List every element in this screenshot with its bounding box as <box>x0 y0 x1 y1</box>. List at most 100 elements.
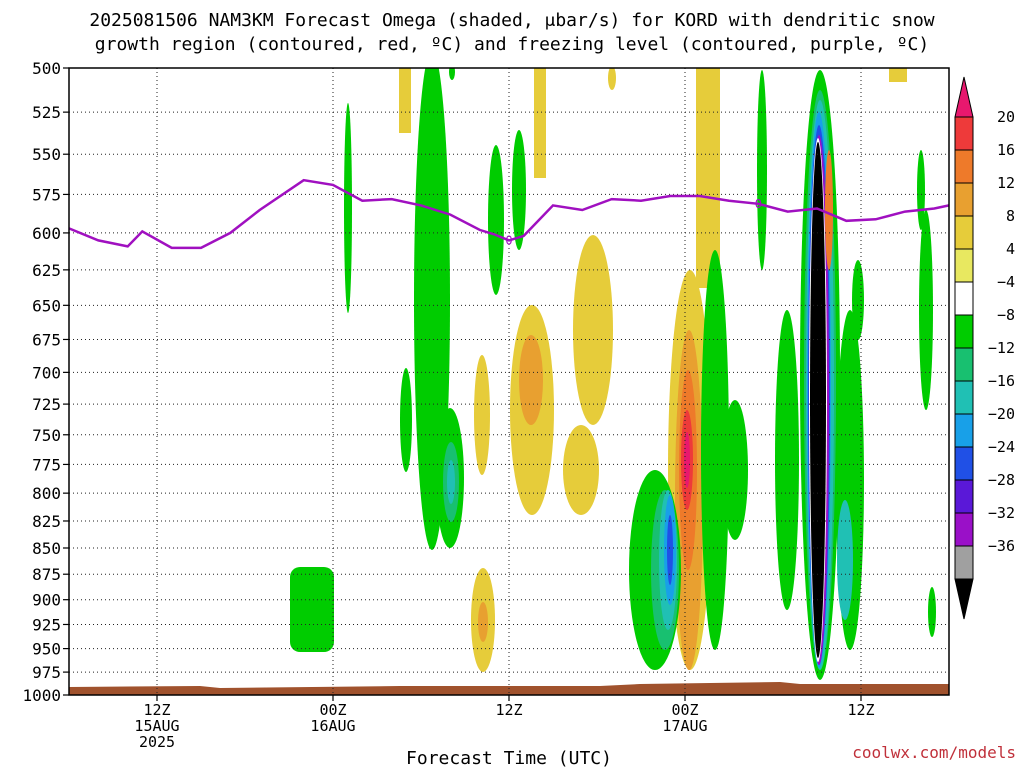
omega-region-c6 <box>488 145 504 295</box>
freezing-level-label: 0 <box>505 233 512 247</box>
colorbar-label: 20 <box>997 108 1015 126</box>
omega-region-d14 <box>837 500 853 620</box>
colorbar-swatch <box>954 248 974 283</box>
colorbar-swatch <box>954 215 974 250</box>
colorbar-swatch <box>954 314 974 349</box>
credit-text: coolwx.com/models <box>852 743 1016 762</box>
omega-region-c18 <box>919 210 933 410</box>
freezing-level-line <box>68 178 950 250</box>
omega-region-d6 <box>667 515 673 585</box>
colorbar-label: −16 <box>988 372 1015 390</box>
omega-region-c8 <box>449 68 455 80</box>
colorbar-swatch <box>954 281 974 316</box>
omega-region-c19 <box>928 587 936 637</box>
colorbar-label: 4 <box>1006 240 1015 258</box>
x-tick-label: 15AUG <box>134 717 179 735</box>
colorbar-swatch <box>954 347 974 382</box>
omega-region-a6 <box>573 235 613 425</box>
omega-region-c7 <box>512 130 526 250</box>
omega-region-b2 <box>478 602 488 642</box>
omega-region-c16 <box>852 260 864 340</box>
omega-region-c1 <box>290 567 334 652</box>
colorbar-label: −12 <box>988 339 1015 357</box>
x-tick-label: 12Z <box>143 701 170 719</box>
omega-region-a4 <box>889 68 907 82</box>
y-tick-label: 625 <box>32 261 61 280</box>
colorbar-label: −28 <box>988 471 1015 489</box>
colorbar-label: −24 <box>988 438 1015 456</box>
y-axis: 500 525 550 575 600 625 650 675 700 725 750 775 800 8… <box>22 59 69 705</box>
colorbar-swatch <box>954 479 974 514</box>
chart-title-line2: growth region (contoured, red, ºC) and f… <box>95 34 929 55</box>
y-tick-label: 550 <box>32 145 61 164</box>
chart-title-line1: 2025081506 NAM3KM Forecast Omega (shaded… <box>89 10 934 31</box>
colorbar: 20 16 12 8 4 −4 −8 −12 −16 −20 −24 −28 −32 −36 <box>954 76 1015 620</box>
omega-region-a11 <box>608 68 616 90</box>
omega-shading <box>290 68 936 680</box>
colorbar-label: 16 <box>997 141 1015 159</box>
omega-region-b6 <box>684 432 690 488</box>
y-tick-label: 750 <box>32 426 61 445</box>
omega-region-a1 <box>399 68 411 133</box>
colorbar-swatch <box>954 149 974 184</box>
y-tick-label: 800 <box>32 484 61 503</box>
colorbar-label: −8 <box>997 306 1015 324</box>
x-tick-label: 12Z <box>847 701 874 719</box>
colorbar-swatch <box>954 182 974 217</box>
y-tick-label: 575 <box>32 185 61 204</box>
omega-region-c13 <box>775 310 799 610</box>
y-tick-label: 650 <box>32 296 61 315</box>
colorbar-label: −36 <box>988 537 1015 555</box>
y-tick-label: 900 <box>32 591 61 610</box>
colorbar-label: −20 <box>988 405 1015 423</box>
colorbar-swatch <box>954 545 974 580</box>
colorbar-label: 8 <box>1006 207 1015 225</box>
y-tick-label: 850 <box>32 539 61 558</box>
omega-region-c10 <box>701 250 729 650</box>
x-tick-label: 00Z <box>671 701 698 719</box>
omega-region-c3 <box>400 368 412 472</box>
colorbar-label: −32 <box>988 504 1015 522</box>
omega-region-d2 <box>447 460 455 504</box>
omega-region-b1 <box>519 335 543 425</box>
x-tick-label: 16AUG <box>310 717 355 735</box>
x-tick-label: 12Z <box>495 701 522 719</box>
omega-region-c12 <box>757 70 767 270</box>
colorbar-swatch <box>954 413 974 448</box>
y-tick-label: 825 <box>32 512 61 531</box>
freezing-level-label: 0 <box>755 197 762 211</box>
omega-region-c2 <box>344 103 352 313</box>
omega-region-a9 <box>474 355 490 475</box>
y-tick-label: 725 <box>32 395 61 414</box>
omega-region-d15 <box>825 150 833 270</box>
x-tick-label: 17AUG <box>662 717 707 735</box>
y-tick-label: 500 <box>32 59 61 78</box>
y-tick-label: 925 <box>32 615 61 634</box>
colorbar-label: 12 <box>997 174 1015 192</box>
y-tick-label: 975 <box>32 663 61 682</box>
omega-region-c11 <box>722 400 748 540</box>
colorbar-arrow-bottom <box>954 578 974 620</box>
omega-region-d13 <box>810 142 826 658</box>
colorbar-swatch <box>954 512 974 547</box>
colorbar-arrow-top <box>954 76 974 118</box>
colorbar-swatch <box>954 446 974 481</box>
y-tick-label: 950 <box>32 640 61 659</box>
x-tick-label: 2025 <box>139 733 175 751</box>
y-tick-label: 525 <box>32 103 61 122</box>
colorbar-swatch <box>954 380 974 415</box>
y-tick-label: 875 <box>32 565 61 584</box>
y-tick-label: 675 <box>32 330 61 349</box>
y-tick-label: 700 <box>32 363 61 382</box>
colorbar-swatch <box>954 116 974 151</box>
x-tick-label: 00Z <box>319 701 346 719</box>
colorbar-label: −4 <box>997 273 1015 291</box>
grid-lines <box>69 68 949 695</box>
omega-region-a2 <box>534 68 546 178</box>
y-tick-label: 775 <box>32 455 61 474</box>
y-tick-label: 1000 <box>22 686 61 705</box>
x-axis-label: Forecast Time (UTC) <box>406 748 612 768</box>
y-tick-label: 600 <box>32 224 61 243</box>
